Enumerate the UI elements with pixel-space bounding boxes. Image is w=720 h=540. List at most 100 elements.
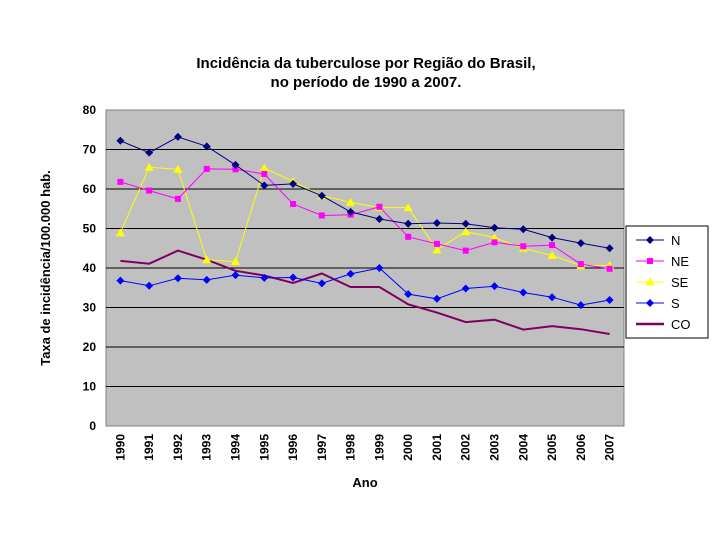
data-point-ne: [117, 178, 124, 185]
data-point-ne: [290, 201, 297, 208]
legend-label: CO: [671, 317, 691, 332]
data-point-s: [490, 282, 499, 291]
chart-title-line-1: Incidência da tuberculose por Região do …: [196, 55, 535, 72]
legend-label: SE: [671, 275, 689, 290]
data-point-n: [116, 136, 125, 145]
y-tick-label: 20: [83, 340, 97, 354]
x-tick-label: 1995: [257, 434, 271, 461]
data-point-se: [231, 257, 240, 266]
x-tick-label: 1997: [315, 434, 329, 461]
data-point-se: [202, 255, 212, 264]
data-point-ne: [577, 261, 584, 268]
data-point-n: [432, 218, 441, 227]
data-point-n: [576, 239, 585, 248]
data-point-s: [576, 301, 585, 310]
data-point-n: [260, 181, 269, 190]
data-point-ne: [462, 247, 469, 254]
legend-item-ne: NE: [636, 254, 689, 269]
data-point-n: [317, 191, 326, 200]
chart-title-line-2: no período de 1990 a 2007.: [271, 74, 462, 91]
series-s: [116, 264, 614, 310]
data-point-n: [202, 142, 211, 151]
data-point-ne: [433, 240, 440, 247]
data-point-n: [231, 160, 240, 169]
y-tick-label: 10: [83, 380, 97, 394]
data-point-s: [289, 273, 298, 282]
data-point-s: [519, 288, 528, 297]
data-point-n: [404, 219, 413, 228]
y-tick-label: 70: [83, 143, 97, 157]
legend-swatch-marker: [645, 277, 655, 286]
data-point-se: [461, 227, 471, 236]
data-point-s: [375, 264, 384, 272]
data-point-se: [403, 203, 413, 212]
data-point-s: [346, 269, 355, 278]
legend-item-co: CO: [636, 317, 691, 332]
data-point-ne: [232, 166, 239, 173]
series-line-se: [119, 166, 610, 267]
legend-label: N: [671, 233, 680, 248]
data-point-n: [145, 148, 154, 157]
legend-item-se: SE: [636, 275, 689, 290]
series-line-s: [120, 267, 610, 306]
data-point-n: [289, 179, 298, 188]
data-point-s: [605, 295, 614, 304]
x-tick-label: 1996: [286, 434, 300, 461]
data-point-ne: [491, 239, 498, 246]
data-point-n: [490, 223, 499, 232]
x-tick-label: 1999: [372, 434, 386, 461]
data-point-se: [490, 233, 499, 242]
legend-swatch-marker: [646, 299, 654, 307]
data-point-ne: [261, 170, 268, 177]
data-point-se: [173, 164, 183, 173]
data-point-se: [547, 250, 557, 259]
legend-label: S: [671, 296, 680, 311]
data-point-se: [115, 228, 125, 237]
data-point-se: [259, 163, 269, 172]
series-ne: [117, 165, 613, 272]
x-tick-label: 2000: [401, 434, 415, 461]
x-tick-label: 2004: [516, 434, 530, 461]
data-point-se: [432, 245, 442, 254]
legend-swatch-marker: [647, 258, 653, 264]
data-point-s: [317, 279, 326, 288]
series-line-co: [120, 249, 610, 335]
data-point-n: [519, 225, 528, 234]
data-point-ne: [549, 242, 556, 249]
data-point-s: [116, 276, 125, 285]
x-tick-label: 2003: [488, 434, 502, 461]
x-tick-label: 1991: [142, 434, 156, 461]
data-point-s: [202, 275, 211, 284]
data-point-s: [173, 274, 182, 283]
gridlines: [106, 149, 624, 387]
legend: N NE SE S CO: [625, 225, 709, 339]
series-line-n: [120, 136, 610, 249]
x-tick-label: 1994: [229, 434, 243, 461]
legend-swatch-marker: [646, 236, 654, 244]
x-tick-label: 2002: [459, 434, 473, 461]
data-point-s: [404, 290, 413, 299]
legend-label: NE: [671, 254, 689, 269]
legend-item-n: N: [636, 233, 680, 248]
data-point-s: [145, 281, 154, 290]
data-point-s: [432, 294, 441, 303]
x-tick-label: 1993: [200, 434, 214, 461]
series-co: [120, 249, 610, 335]
data-point-ne: [606, 265, 613, 272]
y-tick-label: 30: [83, 301, 97, 315]
series-lines: [115, 132, 615, 335]
y-tick-label: 80: [83, 103, 97, 117]
x-tick-label: 1992: [171, 434, 185, 461]
legend-item-s: S: [636, 296, 680, 311]
data-point-ne: [376, 203, 383, 210]
data-point-n: [375, 215, 384, 224]
data-point-ne: [405, 233, 412, 240]
data-point-n: [548, 233, 557, 242]
data-point-n: [461, 219, 470, 228]
y-tick-label: 0: [89, 419, 96, 433]
x-axis-ticks: 1990 1991 1992 1993 1994 1995 1996 1997 1998 1999…: [113, 434, 616, 461]
y-tick-label: 50: [83, 222, 97, 236]
x-tick-label: 2001: [430, 434, 444, 461]
data-point-s: [548, 293, 557, 302]
